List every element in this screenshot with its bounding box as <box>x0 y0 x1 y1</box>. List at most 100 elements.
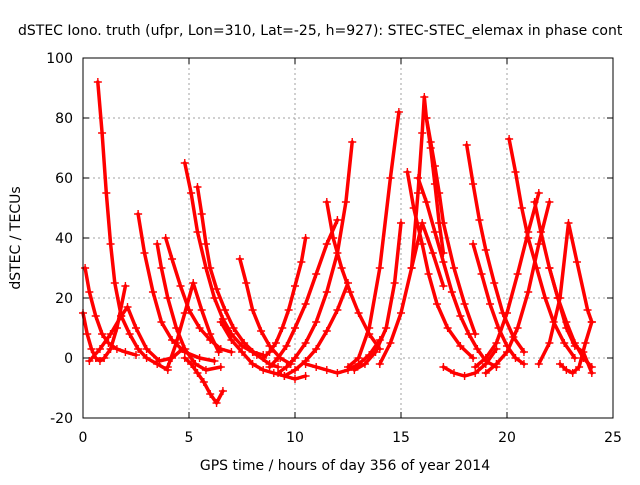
data-point <box>534 240 543 248</box>
data-point <box>121 282 130 290</box>
data-point <box>180 345 189 353</box>
data-point <box>511 168 520 176</box>
data-point <box>430 162 439 170</box>
data-point <box>413 189 422 197</box>
data-point <box>301 300 310 308</box>
data-point <box>238 348 246 356</box>
data-point <box>301 372 310 380</box>
data-point <box>312 270 321 278</box>
data-point <box>106 240 115 248</box>
data-point <box>227 348 236 356</box>
x-tick-label: 5 <box>185 430 194 446</box>
data-point <box>346 288 355 296</box>
data-point <box>180 309 189 317</box>
data-point <box>83 330 92 338</box>
data-point <box>210 294 219 302</box>
data-point <box>278 324 287 332</box>
data-point <box>297 258 306 266</box>
data-point <box>341 198 350 206</box>
data-point <box>218 387 227 395</box>
series-14-track <box>267 218 340 369</box>
data-point <box>503 309 511 317</box>
data-point <box>486 300 495 308</box>
data-point <box>513 270 522 278</box>
data-point <box>214 348 223 356</box>
data-point <box>322 198 331 206</box>
data-point <box>210 357 219 365</box>
data-point <box>312 345 321 353</box>
data-point <box>562 366 571 374</box>
data-point <box>581 339 590 347</box>
data-point <box>545 198 554 206</box>
data-point <box>227 336 236 344</box>
data-point <box>587 369 596 377</box>
x-tick-label: 15 <box>392 430 410 446</box>
series-20-track <box>352 221 403 372</box>
data-point <box>157 318 166 326</box>
data-point <box>354 354 363 362</box>
data-point <box>344 363 352 371</box>
series-35-track <box>558 320 594 375</box>
data-point <box>322 240 331 248</box>
data-point <box>291 366 299 374</box>
x-tick-label: 10 <box>286 430 304 446</box>
data-point <box>180 354 189 362</box>
data-point <box>193 183 202 191</box>
data-point <box>481 369 490 377</box>
data-point <box>274 369 283 377</box>
data-point <box>142 354 151 362</box>
data-point <box>524 234 533 242</box>
data-point <box>397 309 405 317</box>
data-point <box>560 339 569 347</box>
data-point <box>430 228 439 236</box>
data-point <box>519 360 528 368</box>
data-point <box>206 264 215 272</box>
data-point <box>564 219 573 227</box>
data-point <box>360 360 369 368</box>
data-point <box>492 339 501 347</box>
series-4-track <box>136 212 217 363</box>
data-point <box>407 264 416 272</box>
data-layer <box>79 78 596 407</box>
data-point <box>439 219 448 227</box>
y-tick-label: 60 <box>55 171 73 187</box>
data-point <box>534 189 543 197</box>
data-point <box>117 312 126 320</box>
data-point <box>265 348 274 356</box>
data-point <box>132 351 140 359</box>
series-13-track <box>261 236 308 360</box>
data-point <box>265 363 274 371</box>
data-point <box>322 288 331 296</box>
data-point <box>257 327 266 335</box>
data-point <box>390 279 399 287</box>
series-3-track <box>87 305 185 363</box>
data-point <box>481 354 490 362</box>
data-point <box>469 354 478 362</box>
y-tick-label: 0 <box>64 351 73 367</box>
data-point <box>180 159 189 167</box>
data-point <box>556 360 564 368</box>
data-point <box>460 372 469 380</box>
data-point <box>291 354 299 362</box>
series-26-track <box>441 347 499 378</box>
chart-title: dSTEC Iono. truth (ufpr, Lon=310, Lat=-2… <box>18 23 623 39</box>
data-point <box>450 369 458 377</box>
data-point <box>570 354 579 362</box>
data-point <box>148 288 157 296</box>
data-point <box>575 363 584 371</box>
data-point <box>337 264 346 272</box>
data-point <box>587 318 596 326</box>
data-point <box>197 306 206 314</box>
data-point <box>235 255 244 263</box>
data-point <box>420 93 429 101</box>
data-point <box>333 216 342 224</box>
data-point <box>532 264 541 272</box>
data-point <box>187 360 196 368</box>
data-point <box>248 360 257 368</box>
data-point <box>562 324 571 332</box>
data-point <box>545 339 554 347</box>
data-point <box>201 240 210 248</box>
data-point <box>475 216 484 224</box>
